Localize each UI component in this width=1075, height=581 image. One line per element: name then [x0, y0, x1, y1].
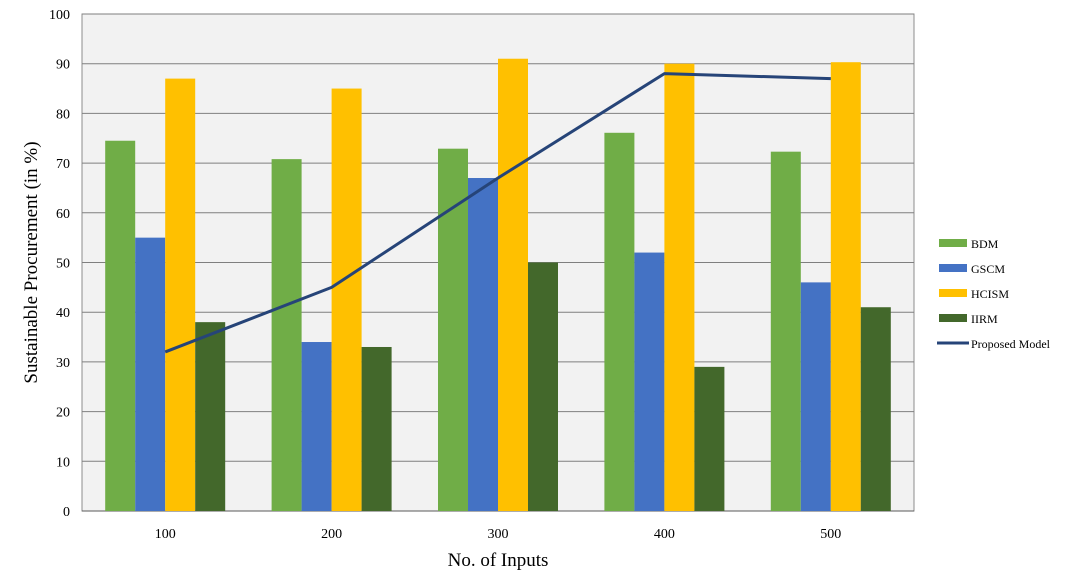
x-tick-label: 300	[488, 527, 509, 542]
x-tick-label: 200	[321, 527, 342, 542]
bar-hcism	[165, 78, 196, 512]
bar-bdm	[604, 132, 635, 511]
x-tick-label: 400	[654, 527, 675, 542]
bar-gscm	[301, 342, 332, 511]
y-tick-label: 70	[56, 157, 70, 172]
y-tick-label: 50	[56, 257, 70, 272]
y-tick-label: 0	[63, 505, 70, 520]
bar-gscm	[634, 252, 665, 511]
legend-swatch-iirm	[939, 314, 967, 322]
legend-label-hcism: HCISM	[971, 287, 1009, 301]
legend-label-proposed-model: Proposed Model	[971, 337, 1051, 351]
bar-iirm	[860, 307, 891, 511]
x-axis-ticks: 100 200 300 400 500	[155, 527, 842, 542]
bar-gscm	[468, 178, 498, 511]
y-tick-label: 20	[56, 406, 70, 421]
bar-hcism	[331, 88, 362, 512]
y-tick-label: 10	[56, 455, 70, 470]
y-axis-ticks: 0 10 20 30 40 50 60 70 80 90 100	[49, 8, 70, 520]
line-proposed-model	[164, 72, 831, 354]
legend-label-bdm: BDM	[971, 237, 999, 251]
bar-gscm	[135, 237, 166, 511]
bar-bdm	[105, 140, 136, 512]
legend-swatch-bdm	[939, 239, 967, 247]
x-tick-label: 100	[155, 527, 176, 542]
y-tick-label: 90	[56, 58, 70, 73]
y-tick-label: 100	[49, 8, 70, 23]
x-tick-label: 500	[820, 527, 841, 542]
bar-hcism	[664, 63, 695, 511]
bar-hcism	[498, 58, 528, 511]
bar-iirm	[694, 366, 725, 511]
legend-swatch-gscm	[939, 264, 967, 272]
bar-iirm	[528, 262, 558, 511]
bar-iirm	[361, 346, 392, 511]
bars	[105, 58, 891, 512]
legend-swatch-hcism	[939, 289, 967, 297]
legend-label-iirm: IIRM	[971, 312, 998, 326]
bar-gscm	[800, 282, 831, 511]
y-tick-label: 40	[56, 306, 70, 321]
bar-bdm	[271, 159, 302, 511]
legend: BDM GSCM HCISM IIRM Proposed Model	[937, 237, 1051, 351]
y-tick-label: 80	[56, 107, 70, 122]
bar-iirm	[195, 322, 226, 511]
y-tick-label: 60	[56, 207, 70, 222]
x-axis-title: No. of Inputs	[448, 550, 549, 571]
bar-bdm	[770, 151, 801, 511]
bar-bdm	[438, 148, 468, 511]
y-axis-title: Sustainable Procurement (in %)	[21, 141, 42, 383]
line-series	[164, 72, 831, 354]
bar-hcism	[830, 62, 861, 512]
legend-label-gscm: GSCM	[971, 262, 1005, 276]
y-tick-label: 30	[56, 356, 70, 371]
